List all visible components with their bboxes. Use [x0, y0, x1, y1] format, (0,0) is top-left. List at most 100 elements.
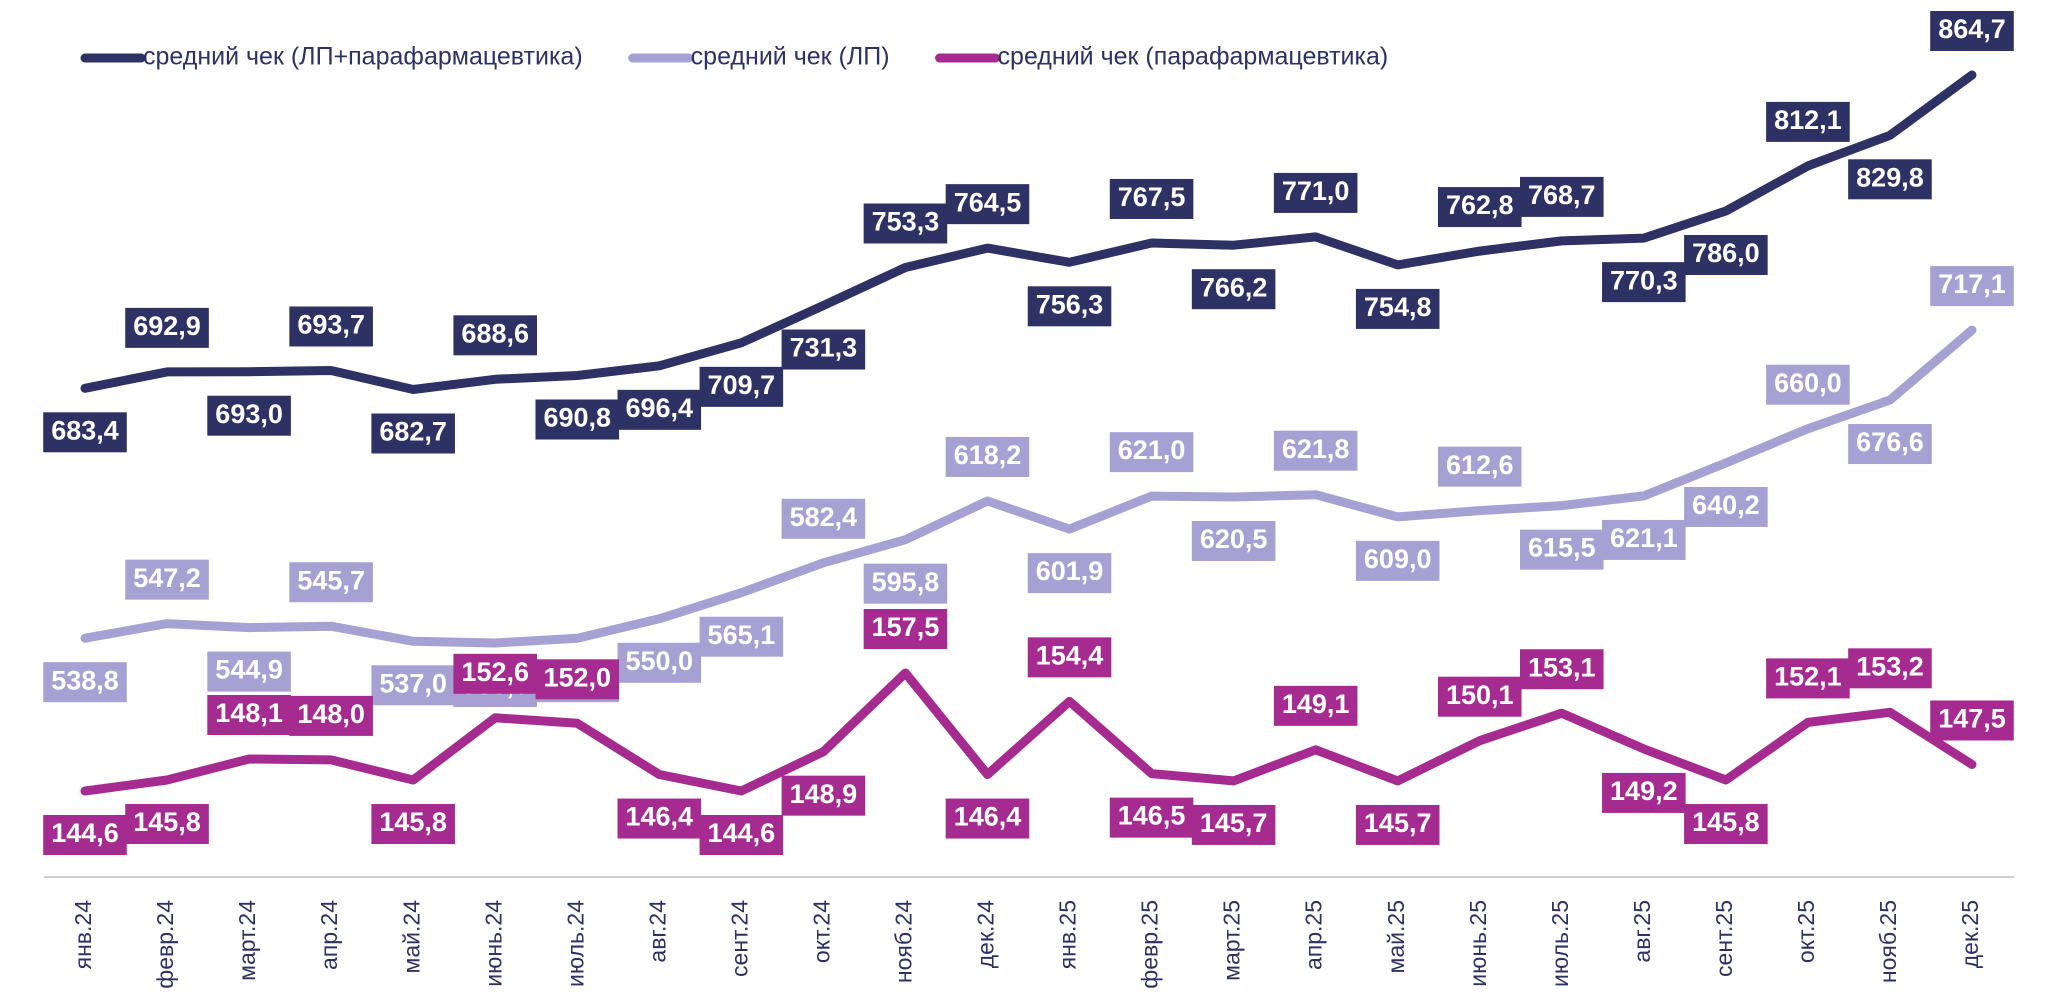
data-label-box [1930, 700, 2014, 741]
data-label: 615,5 [1528, 533, 1596, 563]
data-label: 145,8 [379, 807, 447, 837]
data-label: 153,1 [1528, 652, 1596, 682]
x-tick-label: июнь.24 [480, 900, 506, 987]
data-label-box [1848, 648, 1932, 689]
data-label-box [863, 203, 948, 244]
data-label-box [1766, 101, 1850, 142]
data-label: 148,9 [790, 779, 858, 809]
data-label-box [1027, 286, 1112, 327]
x-tick-label: нояб.25 [1875, 900, 1901, 983]
data-label: 621,1 [1610, 523, 1678, 553]
data-label-box [1273, 430, 1358, 471]
data-label-box [1848, 159, 1932, 200]
data-label: 829,8 [1856, 162, 1924, 192]
x-tick-label: окт.25 [1793, 900, 1819, 963]
data-label: 547,2 [133, 563, 201, 593]
data-label: 149,1 [1282, 689, 1350, 719]
data-label-box [1191, 804, 1276, 845]
data-label-box [1027, 553, 1112, 594]
data-label-box [371, 413, 455, 454]
x-tick-label: апр.24 [316, 900, 342, 970]
data-label-box [1109, 178, 1194, 219]
data-label: 683,4 [51, 415, 119, 445]
data-label: 618,2 [954, 440, 1022, 470]
data-label-box [43, 815, 127, 855]
data-label-box [1684, 234, 1768, 275]
data-label-box [43, 412, 127, 453]
data-label: 149,2 [1610, 776, 1678, 806]
data-label-box [1519, 649, 1604, 690]
data-label: 786,0 [1692, 238, 1760, 268]
data-label: 709,7 [708, 370, 776, 400]
data-label: 145,8 [1692, 807, 1760, 837]
data-label: 762,8 [1446, 190, 1514, 220]
data-label-box [617, 798, 702, 839]
data-label: 145,8 [133, 807, 201, 837]
data-label: 688,6 [461, 318, 529, 348]
x-tick-label: янв.25 [1055, 900, 1081, 969]
data-label-box [1355, 804, 1440, 845]
data-label-box [1437, 187, 1522, 228]
series-line [80, 668, 1977, 796]
data-label: 768,7 [1528, 180, 1596, 210]
data-label: 152,1 [1774, 662, 1842, 692]
data-label-box [1848, 424, 1932, 465]
x-tick-label: нояб.24 [891, 900, 917, 983]
data-label: 537,0 [379, 668, 447, 698]
data-label-box [125, 559, 209, 600]
data-label: 640,2 [1692, 490, 1760, 520]
data-label-box [699, 815, 784, 855]
data-label-box [1766, 364, 1850, 405]
data-label: 812,1 [1774, 105, 1842, 135]
data-label-box [125, 307, 209, 348]
data-label: 753,3 [872, 207, 940, 237]
data-label: 731,3 [790, 333, 858, 363]
data-label: 595,8 [872, 567, 940, 597]
data-label: 693,7 [297, 310, 365, 340]
data-label-box [863, 563, 948, 604]
data-label-box [945, 436, 1030, 477]
data-label: 771,0 [1282, 176, 1350, 206]
data-label: 545,7 [297, 565, 365, 595]
data-label-box [1602, 772, 1686, 813]
x-tick-label: дек.25 [1957, 900, 1983, 968]
data-label: 767,5 [1118, 182, 1186, 212]
data-label: 144,6 [51, 818, 119, 848]
x-tick-label: июль.25 [1547, 900, 1573, 987]
x-tick-label: март.25 [1219, 900, 1245, 981]
data-label-box [781, 329, 866, 370]
data-label: 146,4 [954, 802, 1022, 832]
data-label: 601,9 [1036, 556, 1104, 586]
data-label-box [617, 642, 702, 683]
data-label-box [1930, 266, 2014, 307]
data-label: 621,8 [1282, 434, 1350, 464]
data-label: 682,7 [379, 417, 447, 447]
data-label-box [1684, 804, 1768, 845]
x-tick-label: сент.24 [726, 900, 752, 977]
data-label-box [863, 609, 948, 649]
data-label: 754,8 [1364, 292, 1432, 322]
data-label: 565,1 [708, 620, 776, 650]
data-label-box [1602, 519, 1686, 560]
series-line [80, 70, 1977, 394]
x-tick-label: май.24 [398, 900, 424, 974]
data-label-box [1519, 529, 1604, 570]
data-label: 770,3 [1610, 265, 1678, 295]
data-label-box [125, 804, 209, 845]
data-label: 145,7 [1200, 808, 1268, 838]
data-label-box [535, 399, 620, 440]
x-tick-label: янв.24 [70, 900, 96, 970]
data-label-box [945, 184, 1030, 225]
data-label: 538,8 [51, 665, 119, 695]
data-label: 764,5 [954, 187, 1022, 217]
data-label: 544,9 [215, 655, 283, 685]
data-label-box [1355, 540, 1440, 581]
data-label-box [1437, 446, 1522, 487]
data-label: 756,3 [1036, 289, 1104, 319]
x-tick-label: март.24 [234, 900, 260, 981]
data-label-box [207, 651, 291, 692]
data-label-box [699, 616, 784, 657]
data-label-box [1930, 11, 2014, 51]
data-label-box [289, 306, 373, 347]
data-label-box [1519, 176, 1604, 217]
